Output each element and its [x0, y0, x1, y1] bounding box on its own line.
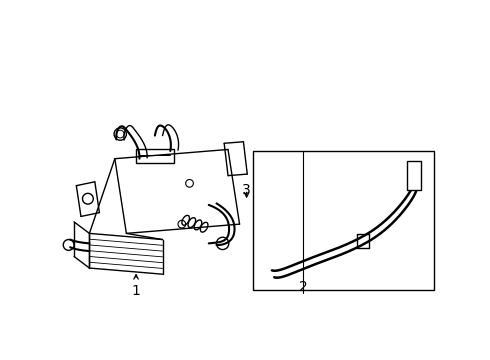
Text: 2: 2 — [299, 280, 308, 294]
Text: 3: 3 — [242, 183, 251, 197]
Bar — [253, 151, 434, 289]
Bar — [408, 161, 421, 190]
Text: 1: 1 — [132, 284, 141, 298]
Bar — [136, 149, 174, 163]
